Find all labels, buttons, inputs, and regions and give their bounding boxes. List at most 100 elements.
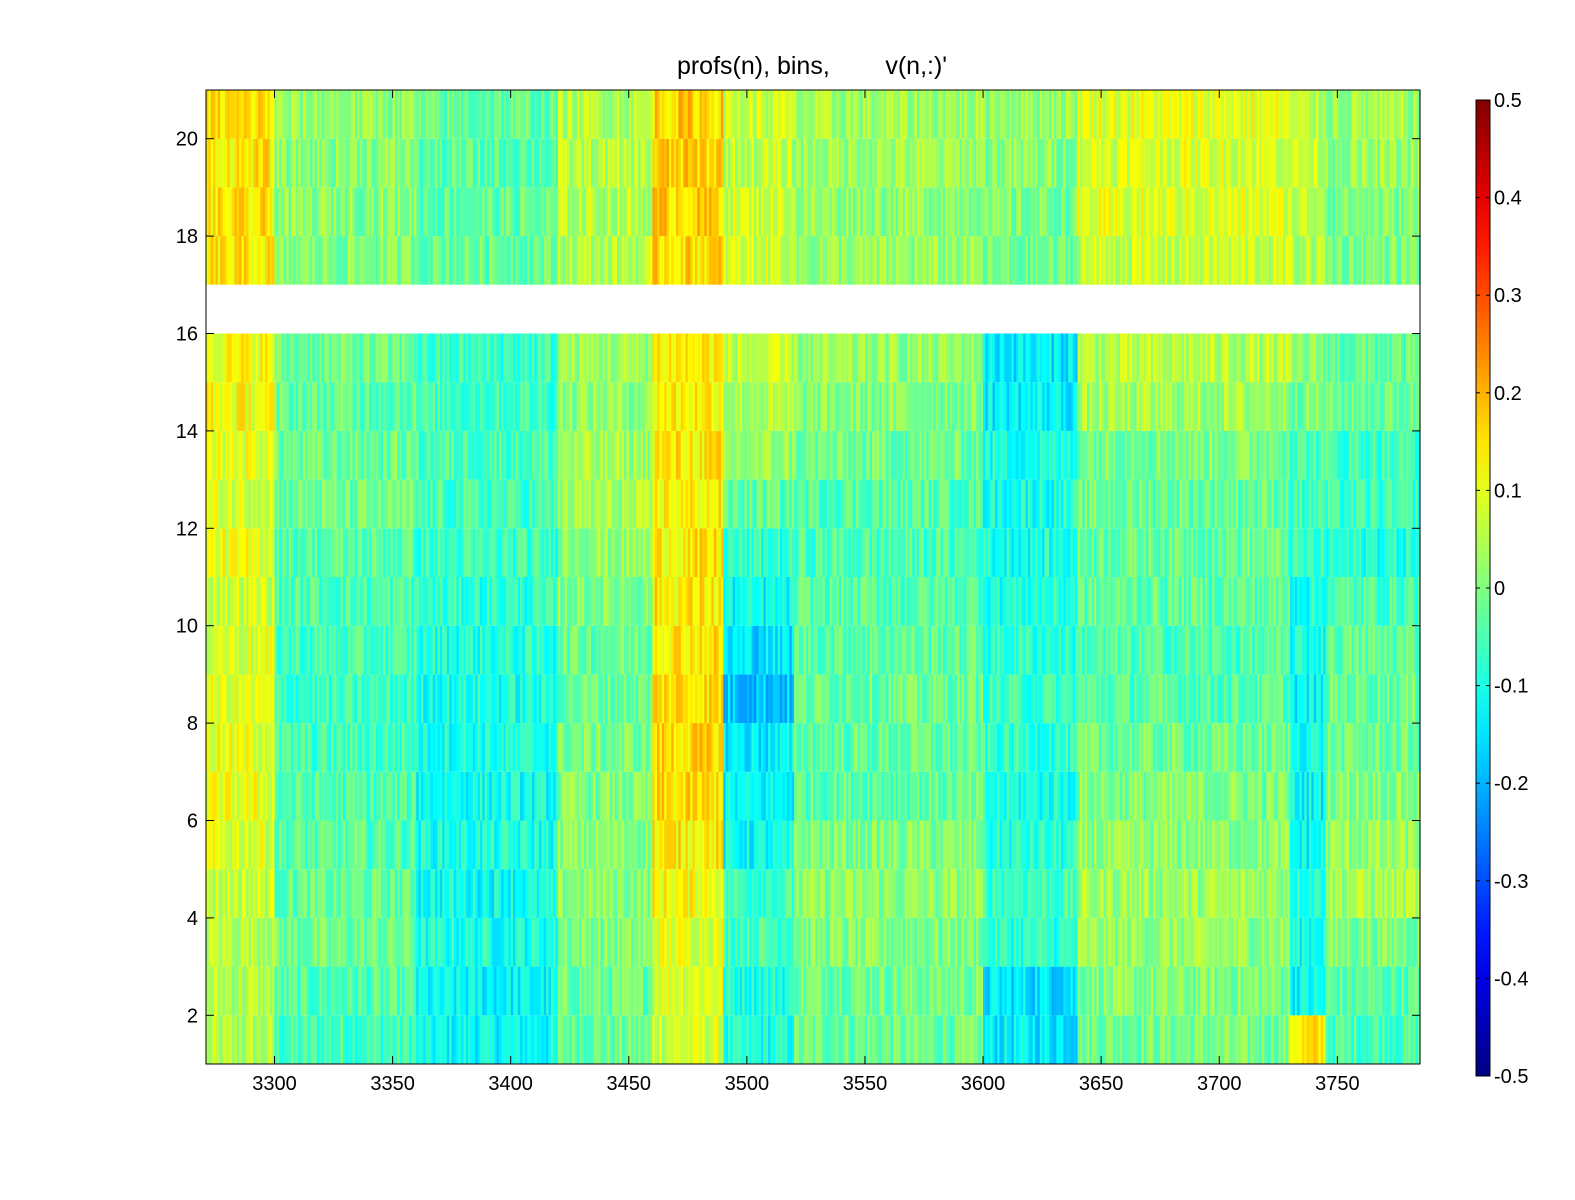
heatmap-cell: [206, 723, 209, 772]
heatmap-cell: [345, 869, 349, 918]
heatmap-cell: [529, 625, 533, 675]
heatmap-cell: [829, 1015, 833, 1064]
heatmap-cell: [666, 966, 670, 1016]
heatmap-cell: [1337, 674, 1341, 724]
heatmap-cell: [1240, 869, 1244, 918]
heatmap-cell: [1207, 723, 1211, 772]
heatmap-cell: [1131, 869, 1135, 918]
heatmap-cell: [1386, 625, 1390, 675]
heatmap-cell: [874, 820, 878, 870]
heatmap-cell: [1370, 674, 1374, 724]
heatmap-cell: [626, 820, 630, 870]
heatmap-cell: [1167, 723, 1171, 772]
heatmap-cell: [706, 674, 710, 724]
heatmap-cell: [1153, 966, 1157, 1016]
heatmap-cell: [763, 1015, 767, 1064]
heatmap-cell: [439, 723, 443, 772]
heatmap-cell: [1301, 674, 1305, 724]
heatmap-cell: [555, 771, 559, 821]
heatmap-cell: [909, 577, 913, 626]
heatmap-cell: [248, 869, 252, 918]
heatmap-cell: [300, 674, 304, 724]
heatmap-cell: [586, 771, 590, 821]
heatmap-cell: [399, 917, 403, 967]
heatmap-cell: [248, 1015, 252, 1064]
heatmap-cell: [324, 577, 328, 626]
heatmap-cell: [921, 820, 925, 870]
heatmap-cell: [442, 625, 446, 675]
heatmap-cell: [1044, 917, 1048, 967]
heatmap-cell: [234, 577, 238, 626]
heatmap-cell: [1394, 820, 1397, 870]
heatmap-cell: [302, 771, 306, 821]
heatmap-cell: [640, 577, 644, 626]
heatmap-cell: [394, 1015, 398, 1064]
heatmap-cell: [1292, 625, 1296, 675]
heatmap-cell: [390, 966, 394, 1016]
heatmap-cell: [676, 625, 679, 675]
heatmap-cell: [1138, 917, 1142, 967]
heatmap-cell: [1337, 771, 1341, 821]
heatmap-cell: [697, 869, 701, 918]
heatmap-cell: [340, 820, 344, 870]
heatmap-cell: [569, 577, 573, 626]
heatmap-cell: [1001, 869, 1005, 918]
heatmap-cell: [961, 625, 965, 675]
heatmap-cell: [945, 966, 949, 1016]
heatmap-cell: [1266, 917, 1270, 967]
heatmap-cell: [990, 674, 994, 724]
heatmap-cell: [727, 820, 731, 870]
heatmap-cell: [1221, 966, 1225, 1016]
heatmap-cell: [338, 966, 342, 1016]
heatmap-cell: [368, 771, 372, 821]
heatmap-cell: [1009, 577, 1012, 626]
heatmap-cell: [520, 917, 524, 967]
heatmap-cell: [1273, 771, 1277, 821]
heatmap-cell: [231, 966, 235, 1016]
heatmap-cell: [933, 723, 937, 772]
heatmap-cell: [869, 771, 873, 821]
heatmap-cell: [1344, 723, 1348, 772]
heatmap-cell: [536, 820, 540, 870]
heatmap-cell: [257, 869, 261, 918]
heatmap-cell: [1294, 917, 1298, 967]
heatmap-cell: [510, 771, 514, 821]
heatmap-cell: [843, 674, 847, 724]
heatmap-cell: [248, 917, 252, 967]
heatmap-cell: [701, 577, 705, 626]
heatmap-cell: [335, 771, 339, 821]
heatmap-cell: [609, 577, 613, 626]
heatmap-cell: [1271, 723, 1275, 772]
heatmap-cell: [699, 966, 703, 1016]
heatmap-cell: [801, 625, 805, 675]
heatmap-cell: [994, 625, 998, 675]
heatmap-cell: [595, 723, 599, 772]
heatmap-cell: [834, 723, 838, 772]
heatmap-cell: [595, 869, 599, 918]
heatmap-cell: [1150, 1015, 1154, 1064]
heatmap-cell: [298, 820, 302, 870]
heatmap-cell: [364, 966, 368, 1016]
heatmap-cell: [808, 966, 812, 1016]
heatmap-cell: [496, 723, 500, 772]
heatmap-cell: [645, 674, 649, 724]
heatmap-cell: [1285, 723, 1289, 772]
heatmap-cell: [576, 577, 580, 626]
heatmap-cell: [1046, 917, 1050, 967]
heatmap-cell: [1207, 820, 1211, 870]
heatmap-cell: [864, 723, 868, 772]
heatmap-cell: [1101, 674, 1105, 724]
heatmap-cell: [572, 820, 576, 870]
heatmap-cell: [276, 820, 280, 870]
heatmap-cell: [744, 820, 748, 870]
heatmap-cell: [241, 625, 245, 675]
heatmap-cell: [949, 723, 953, 772]
heatmap-cell: [312, 869, 316, 918]
heatmap-cell: [1032, 723, 1036, 772]
heatmap-cell: [909, 966, 913, 1016]
heatmap-cell: [1412, 723, 1416, 772]
heatmap-cell: [1112, 820, 1116, 870]
heatmap-cell: [319, 820, 323, 870]
heatmap-cell: [1174, 723, 1178, 772]
heatmap-cell: [557, 625, 561, 675]
